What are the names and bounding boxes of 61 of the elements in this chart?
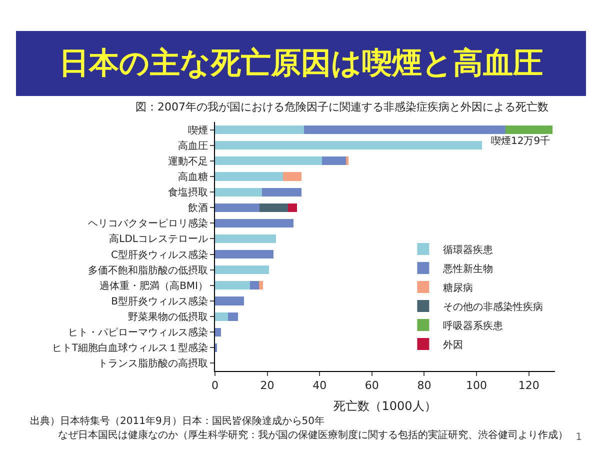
bar	[215, 328, 222, 336]
bar	[288, 203, 297, 212]
bar	[505, 126, 552, 134]
bar	[228, 312, 238, 321]
y-tick-label: ヒト・パピローマウィルス感染	[68, 326, 208, 339]
bar	[215, 234, 276, 243]
y-tick-label: 高血糖	[178, 170, 208, 183]
bar	[215, 203, 260, 212]
bar	[215, 250, 274, 259]
x-tick-label: 20	[260, 379, 274, 392]
bar	[215, 281, 250, 290]
y-tick-label: 多価不飽和脂肪酸の低摂取	[88, 264, 208, 276]
bar	[322, 156, 346, 166]
legend-label: 呼吸器系疾患	[443, 320, 504, 332]
bar	[250, 281, 259, 290]
x-tick-label: 80	[417, 379, 432, 392]
y-tick-label: B型肝炎ウィルス感染	[111, 295, 208, 308]
x-axis-title: 死亡数（1000人）	[334, 399, 436, 413]
y-tick-label: 野菜果物の低摂取	[128, 311, 208, 324]
legend-label: 外因	[443, 340, 464, 351]
bar	[283, 172, 302, 181]
y-tick-label: 食塩摂取	[168, 186, 208, 199]
chart-title: 日本の主な死亡原因は喫煙と高血圧	[16, 31, 586, 96]
y-tick-label: 過体重・肥満（高BMI）	[100, 280, 208, 292]
legend-label: 悪性新生物	[442, 262, 494, 275]
source-note: 出典）日本特集号（2011年9月）日本：国民皆保険達成から50年	[30, 415, 326, 429]
bar	[215, 218, 294, 228]
x-tick-label: 60	[364, 379, 379, 392]
x-tick-label: 40	[312, 379, 327, 392]
x-tick-label: 120	[518, 379, 540, 392]
legend-label: 糖尿病	[443, 282, 474, 294]
text: なぜ日本国民は健康なのか（厚生科学研究：我が国の保健医療制度に関する包括的実証研究、渋谷健司より作成）	[58, 430, 568, 441]
bar	[215, 172, 283, 181]
y-tick-label: ヘリコバクターピロリ感染	[88, 218, 208, 230]
bar	[346, 156, 348, 166]
y-tick-label: 高LDLコレステロール	[109, 233, 208, 246]
bar	[215, 188, 262, 196]
bar	[259, 203, 288, 212]
y-tick-label: 喫煙	[188, 124, 208, 136]
bar	[215, 126, 304, 134]
legend-label: その他の非感染性疾病	[443, 300, 544, 313]
text: 1	[576, 432, 582, 443]
chart-subtitle: 図：2007年の我が国における危険因子に関連する非感染症疾病と外因による死亡数	[136, 100, 548, 114]
legend-label: 循環器疾患	[443, 244, 494, 256]
y-tick-label: C型肝炎ウィルス感染	[111, 248, 208, 261]
bar	[304, 126, 506, 134]
bar	[258, 281, 264, 290]
bar	[215, 296, 244, 306]
y-tick-label: 高血圧	[178, 140, 208, 152]
x-tick-label: 100	[466, 379, 488, 392]
y-tick-label: 飲酒	[188, 202, 208, 214]
bar	[215, 266, 269, 274]
bar	[215, 141, 482, 150]
x-tick-label: 0	[212, 379, 218, 392]
bar	[215, 312, 228, 321]
y-tick-label: トランス脂肪酸の高摂取	[98, 358, 208, 370]
y-tick-label: ヒトT細胞白血球ウィルス１型感染	[52, 342, 208, 354]
y-tick-label: 運動不足	[168, 155, 208, 168]
bar	[262, 188, 302, 196]
annotation: 喫煙12万9千	[491, 135, 550, 147]
bar	[215, 156, 322, 166]
